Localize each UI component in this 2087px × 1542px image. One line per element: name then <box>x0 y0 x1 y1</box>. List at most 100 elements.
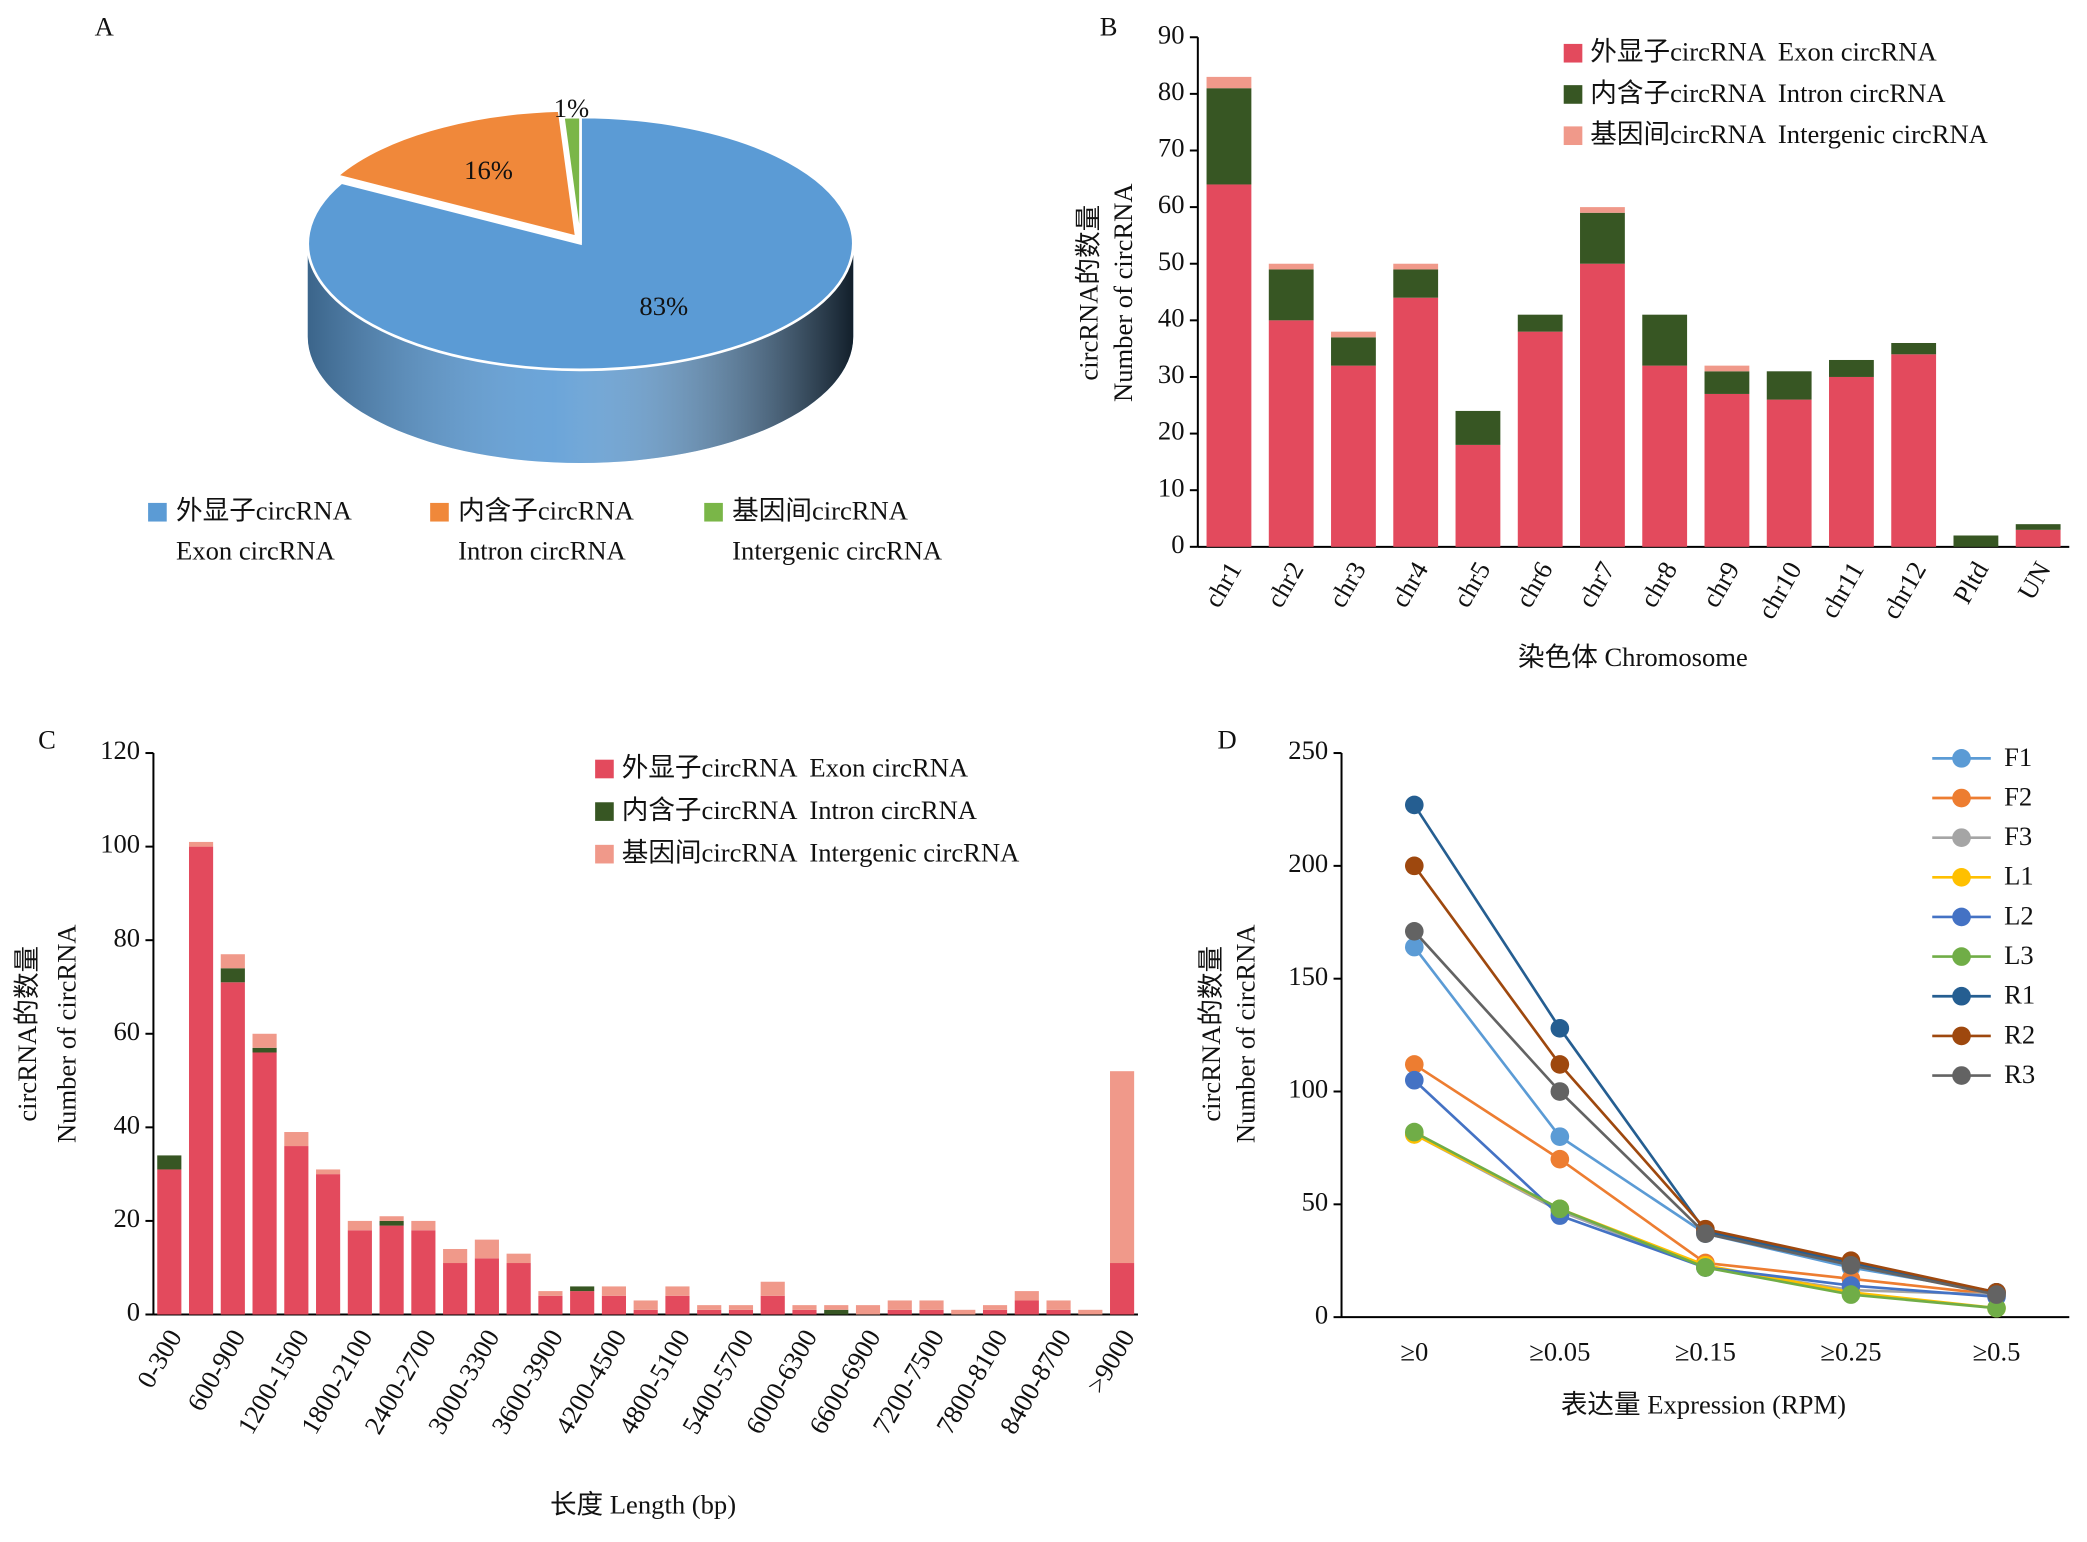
point <box>1550 1199 1570 1219</box>
legend-label: 内含子circRNA Intron circRNA <box>622 795 978 825</box>
pie-side-shade <box>307 243 854 463</box>
y-tick-label: 150 <box>1288 961 1328 991</box>
bar-segment <box>601 1286 627 1296</box>
bar-segment <box>252 1033 277 1048</box>
legend-swatch <box>595 844 614 864</box>
legend-label: F2 <box>2004 781 2032 811</box>
legend-label: R3 <box>2004 1059 2035 1089</box>
bar-segment <box>1014 1291 1039 1301</box>
bar-segment <box>1331 337 1376 366</box>
bar-segment <box>1268 269 1314 321</box>
legend-label: 外显子circRNA <box>176 496 353 526</box>
bar-segment <box>728 1309 754 1315</box>
point <box>1841 1285 1861 1304</box>
x-tick-label: chr9 <box>1696 556 1746 612</box>
legend-marker <box>1952 867 1971 887</box>
bar-segment <box>1393 263 1439 270</box>
y-tick-label: 80 <box>1158 76 1185 106</box>
legend-label: 内含子circRNA <box>458 496 635 526</box>
bar-segment <box>665 1286 690 1296</box>
legend-label: 内含子circRNA Intron circRNA <box>1590 78 1946 108</box>
x-axis-label: 表达量 Expression (RPM) <box>1561 1390 1846 1420</box>
legend-label: 外显子circRNA Exon circRNA <box>622 752 969 782</box>
point <box>1550 1127 1570 1146</box>
bar-segment <box>1829 359 1874 377</box>
point <box>1404 1122 1424 1142</box>
point <box>1404 795 1424 815</box>
bar-segment <box>157 1169 182 1315</box>
bar-segment <box>1766 371 1812 400</box>
legend-marker <box>1952 828 1971 847</box>
point <box>1550 1082 1570 1101</box>
bar-segment <box>1704 393 1750 547</box>
legend-swatch <box>1563 85 1583 104</box>
bar-segment <box>379 1220 404 1226</box>
point <box>1696 1224 1715 1243</box>
panel-label: C <box>38 725 56 755</box>
bar-segment <box>379 1216 404 1221</box>
bar-segment <box>2015 524 2061 530</box>
y-tick-label: 120 <box>100 735 140 765</box>
y-tick-label: 10 <box>1158 472 1185 502</box>
y-tick-label: 90 <box>1158 19 1185 49</box>
bar-segment <box>792 1305 817 1310</box>
legend-swatch <box>1563 126 1583 146</box>
legend-swatch <box>148 502 167 522</box>
bar-segment <box>506 1263 531 1315</box>
y-tick-label: 50 <box>1158 246 1185 276</box>
bar-segment <box>1046 1300 1071 1310</box>
bar-segment <box>1829 376 1874 547</box>
bar-segment <box>601 1295 627 1315</box>
legend-marker <box>1952 907 1971 927</box>
x-tick-label: chr8 <box>1634 556 1684 612</box>
x-axis-label: 长度 Length (bp) <box>550 1490 736 1520</box>
bar-segment <box>760 1295 785 1315</box>
bar-segment <box>792 1309 817 1315</box>
y-axis-label: Number of circRNA <box>52 924 82 1143</box>
bar-segment <box>728 1305 754 1310</box>
legend-swatch <box>1563 43 1583 63</box>
bar-segment <box>1014 1300 1039 1315</box>
legend-label: L3 <box>2004 940 2034 970</box>
bar-segment <box>347 1220 372 1231</box>
bar-segment <box>951 1309 976 1315</box>
y-tick-label: 70 <box>1158 133 1185 163</box>
bar-segment <box>1206 184 1252 547</box>
x-tick-label: chr12 <box>1876 556 1932 623</box>
point <box>1550 1055 1570 1074</box>
bar-segment <box>316 1169 341 1175</box>
y-tick-label: 20 <box>1158 416 1185 446</box>
bar-segment <box>982 1309 1008 1315</box>
bar-segment <box>633 1309 658 1315</box>
legend-swatch <box>704 502 723 522</box>
y-tick-label: 40 <box>114 1109 141 1139</box>
bar-segment <box>1642 365 1688 547</box>
bar-segment <box>824 1309 849 1315</box>
y-axis-label: circRNA的数量 <box>1196 946 1226 1122</box>
point <box>1841 1255 1861 1275</box>
point <box>1404 921 1424 941</box>
bar-segment <box>1393 269 1439 298</box>
y-tick-label: 0 <box>1171 529 1184 559</box>
bar-segment <box>411 1220 436 1231</box>
bar-segment <box>1206 76 1252 89</box>
bar-segment <box>1268 263 1314 270</box>
legend-label: L2 <box>2004 900 2034 930</box>
bar-segment <box>1517 314 1563 332</box>
legend-marker <box>1952 749 1971 768</box>
bar-segment <box>1268 320 1314 547</box>
point <box>1550 1019 1570 1038</box>
legend-marker <box>1952 986 1971 1006</box>
bar-segment <box>538 1295 563 1315</box>
bar-segment <box>1704 371 1750 394</box>
bar-segment <box>443 1248 468 1264</box>
bar-segment <box>1331 365 1376 547</box>
point <box>1404 856 1424 876</box>
legend-label: L1 <box>2004 861 2034 891</box>
pie-label: 1% <box>554 93 589 123</box>
pie-label: 83% <box>639 291 688 321</box>
bar-segment <box>1704 365 1750 372</box>
bar-segment <box>1891 354 1937 547</box>
x-tick-label: chr3 <box>1322 556 1372 612</box>
bar-segment <box>220 982 245 1315</box>
